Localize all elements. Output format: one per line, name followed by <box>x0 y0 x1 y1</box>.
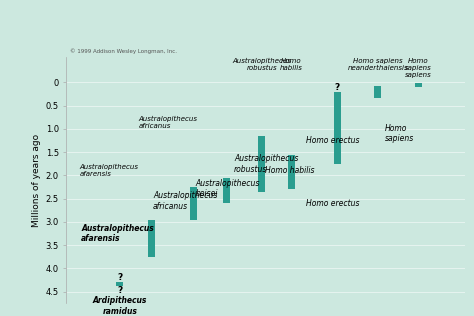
Text: ?: ? <box>335 82 340 92</box>
Text: ?: ? <box>117 273 122 282</box>
Text: Australopithecus
africanus: Australopithecus africanus <box>153 191 218 211</box>
Bar <box>334 92 341 164</box>
Bar <box>374 86 382 98</box>
Bar <box>415 83 422 87</box>
Y-axis label: Millions of years ago: Millions of years ago <box>32 134 41 227</box>
Text: Homo erectus: Homo erectus <box>306 136 359 145</box>
Text: Australopithecus
robustus: Australopithecus robustus <box>234 154 299 173</box>
Text: Homo
sapiens: Homo sapiens <box>385 124 414 143</box>
Bar <box>288 155 295 189</box>
Bar <box>223 178 230 204</box>
Text: © 1999 Addison Wesley Longman, Inc.: © 1999 Addison Wesley Longman, Inc. <box>70 49 177 54</box>
Text: Australopithecus
robustus: Australopithecus robustus <box>232 58 291 71</box>
Text: Australopithecus
afarensis: Australopithecus afarensis <box>79 164 138 177</box>
Text: Ardipithecus
ramidus: Ardipithecus ramidus <box>92 296 147 316</box>
Text: Australopithecus
boisei: Australopithecus boisei <box>195 179 260 198</box>
Bar <box>117 283 123 286</box>
Text: ?: ? <box>117 286 122 295</box>
Text: Homo sapiens
neanderthalensis: Homo sapiens neanderthalensis <box>347 58 408 71</box>
Bar <box>258 136 265 192</box>
Text: Homo habilis: Homo habilis <box>265 166 315 175</box>
Bar <box>190 187 197 220</box>
Text: Australopithecus
afarensis: Australopithecus afarensis <box>81 224 154 243</box>
Bar <box>147 220 155 257</box>
Text: Australopithecus
africanus: Australopithecus africanus <box>138 116 197 129</box>
Text: Homo
habilis: Homo habilis <box>280 58 303 71</box>
Text: Homo erectus: Homo erectus <box>306 199 359 208</box>
Text: Homo
sapiens
sapiens: Homo sapiens sapiens <box>405 58 432 78</box>
